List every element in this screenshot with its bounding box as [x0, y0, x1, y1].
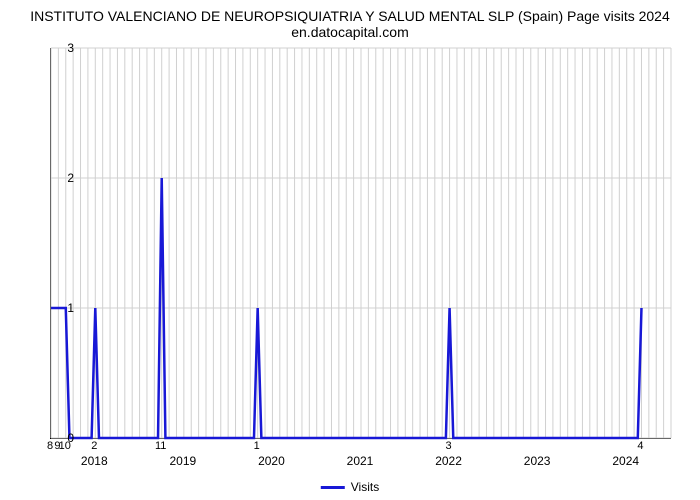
line-layer — [51, 48, 671, 438]
x-tick-label: 10 — [59, 440, 71, 452]
x-tick-label: 3 — [446, 440, 452, 452]
y-tick-label: 2 — [67, 171, 74, 185]
x-year-label: 2023 — [524, 454, 551, 468]
x-year-label: 2018 — [81, 454, 108, 468]
visits-chart: INSTITUTO VALENCIANO DE NEUROPSIQUIATRIA… — [0, 0, 700, 500]
x-tick-label: 8 — [47, 440, 53, 452]
x-tick-label: 1 — [254, 440, 260, 452]
chart-title: INSTITUTO VALENCIANO DE NEUROPSIQUIATRIA… — [0, 0, 700, 44]
legend-swatch — [321, 486, 345, 489]
x-year-label: 2020 — [258, 454, 285, 468]
plot-area — [50, 48, 671, 439]
x-year-label: 2021 — [347, 454, 374, 468]
x-year-label: 2024 — [612, 454, 639, 468]
y-tick-label: 1 — [67, 301, 74, 315]
x-tick-label: 11 — [155, 440, 166, 452]
legend: Visits — [321, 480, 379, 494]
y-tick-label: 3 — [67, 41, 74, 55]
x-tick-label: 4 — [637, 440, 643, 452]
x-year-label: 2022 — [435, 454, 462, 468]
legend-label: Visits — [351, 480, 379, 494]
x-tick-label: 2 — [91, 440, 97, 452]
x-year-label: 2019 — [169, 454, 196, 468]
